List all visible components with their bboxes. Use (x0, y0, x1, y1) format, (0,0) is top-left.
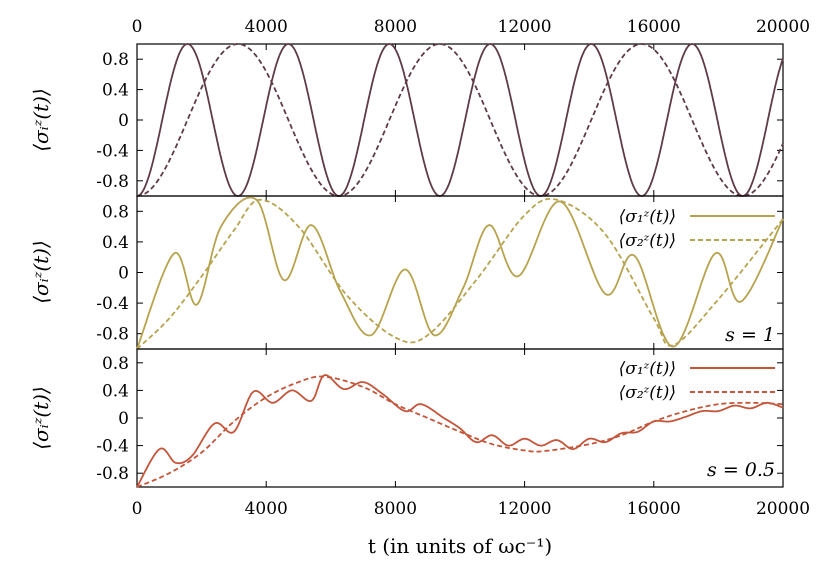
series-line-dashed (137, 43, 784, 197)
series-line-dashed (136, 375, 783, 488)
legend-middle-label-1: ⟨σ₁ᶻ(t)⟩ (619, 207, 676, 227)
x-tick-label-top: 20000 (756, 17, 810, 37)
legend-bottom-label-1: ⟨σ₁ᶻ(t)⟩ (619, 359, 676, 379)
legend-middle-label-2: ⟨σ₂ᶻ(t)⟩ (619, 231, 676, 251)
panel-top-frame (136, 43, 784, 197)
x-tick-label-bottom: 20000 (756, 499, 810, 519)
bottom-x-tick-labels: 0 4000 8000 12000 16000 20000 (132, 499, 810, 519)
x-tick-label-top: 12000 (498, 17, 552, 37)
panel-bottom-ylabel: ⟨σᵢᶻ(t)⟩ (29, 386, 53, 450)
x-tick-label-bottom: 4000 (245, 499, 288, 519)
legend-bottom-label-2: ⟨σ₂ᶻ(t)⟩ (619, 383, 676, 403)
panel-top-ylabel: ⟨σᵢᶻ(t)⟩ (29, 88, 53, 152)
x-tick-label-top: 16000 (627, 17, 681, 37)
panel-bottom: ⟨σᵢᶻ(t)⟩ ⟨σ₁ᶻ(t)⟩ ⟨σ₂ᶻ(t)⟩ s = 0.5 0.8 0.… (29, 348, 784, 488)
annotation-s-0-5: s = 0.5 (707, 459, 775, 481)
series-line-solid (136, 196, 784, 350)
y-tick-label: 0 (118, 111, 129, 131)
series-line-solid (136, 43, 784, 197)
x-tick-label-top: 0 (132, 17, 143, 37)
series-line-solid (136, 374, 784, 488)
y-tick-label: 0.4 (102, 381, 129, 401)
y-tick-label: -0.8 (96, 464, 129, 484)
panel-middle: ⟨σᵢᶻ(t)⟩ ⟨σ₁ᶻ(t)⟩ ⟨σ₂ᶻ(t)⟩ s = 1 0.8 0.4 0… (29, 195, 784, 350)
series-line-dashed (136, 197, 784, 350)
y-tick-label: -0.8 (96, 325, 129, 345)
y-tick-label: 0.4 (102, 81, 129, 101)
y-tick-label: 0 (118, 409, 129, 429)
x-tick-label-bottom: 16000 (627, 499, 681, 519)
y-tick-label: -0.8 (96, 172, 129, 192)
x-axis-label: t (in units of ωc⁻¹) (368, 534, 552, 558)
x-tick-label-bottom: 8000 (374, 499, 417, 519)
y-tick-label: -0.4 (96, 437, 129, 457)
y-tick-label: 0.4 (102, 233, 129, 253)
annotation-s-1: s = 1 (725, 324, 775, 346)
top-x-tick-labels: 0 4000 8000 12000 16000 20000 (132, 17, 810, 37)
panel-middle-ylabel: ⟨σᵢᶻ(t)⟩ (29, 240, 53, 304)
x-tick-label-bottom: 0 (132, 499, 143, 519)
y-tick-label: -0.4 (96, 141, 129, 161)
y-tick-label: 0.8 (102, 202, 129, 222)
y-tick-label: 0 (118, 264, 129, 284)
y-tick-label: 0.8 (102, 354, 129, 374)
panel-top: ⟨σᵢᶻ(t)⟩ 0.8 0.4 0 -0.4 -0.8 (29, 43, 784, 197)
x-tick-label-top: 8000 (374, 17, 417, 37)
x-tick-label-top: 4000 (245, 17, 288, 37)
panel-bottom-frame (136, 348, 784, 488)
y-tick-label: -0.4 (96, 294, 129, 314)
y-tick-label: 0.8 (102, 50, 129, 70)
x-tick-label-bottom: 12000 (498, 499, 552, 519)
